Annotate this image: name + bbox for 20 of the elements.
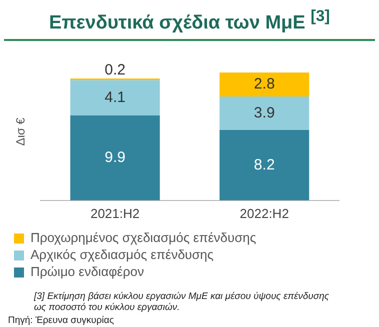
bar <box>220 72 310 97</box>
y-axis-title: Δισ € <box>14 118 28 146</box>
bar <box>70 116 160 201</box>
data-label: 3.9 <box>254 104 275 122</box>
x-tick-label: 2022:H2 <box>240 206 289 222</box>
bar <box>220 96 310 130</box>
data-label: 8.2 <box>254 156 275 174</box>
legend-label: Προχωρημένος σχεδιασμός επένδυσης <box>30 230 256 246</box>
legend-label: Πρώιμο ενδιαφέρον <box>30 264 144 280</box>
bar <box>70 80 160 116</box>
legend-label: Αρχικός σχεδιασμός επένδυσης <box>30 247 214 262</box>
chart-title: Επενδυτικά σχέδια των ΜμΕ $^{[3]}$ <box>48 7 331 34</box>
x-tick-label: 2021:H2 <box>90 206 140 222</box>
bar <box>220 130 310 201</box>
text: Πηγή: Έρευνα συγκυρίας <box>8 315 115 326</box>
text: [3] Εκτίμηση βάσει κύκλου εργασιών ΜμΕ και μέσου ύψους επένδυσης ως ποσοστό του κύκλου εργασιών. <box>32 291 330 314</box>
data-label: 2.8 <box>254 76 275 93</box>
data-label: 9.9 <box>104 149 126 166</box>
data-label: 4.1 <box>104 89 126 106</box>
data-label: 0.2 <box>104 62 126 79</box>
